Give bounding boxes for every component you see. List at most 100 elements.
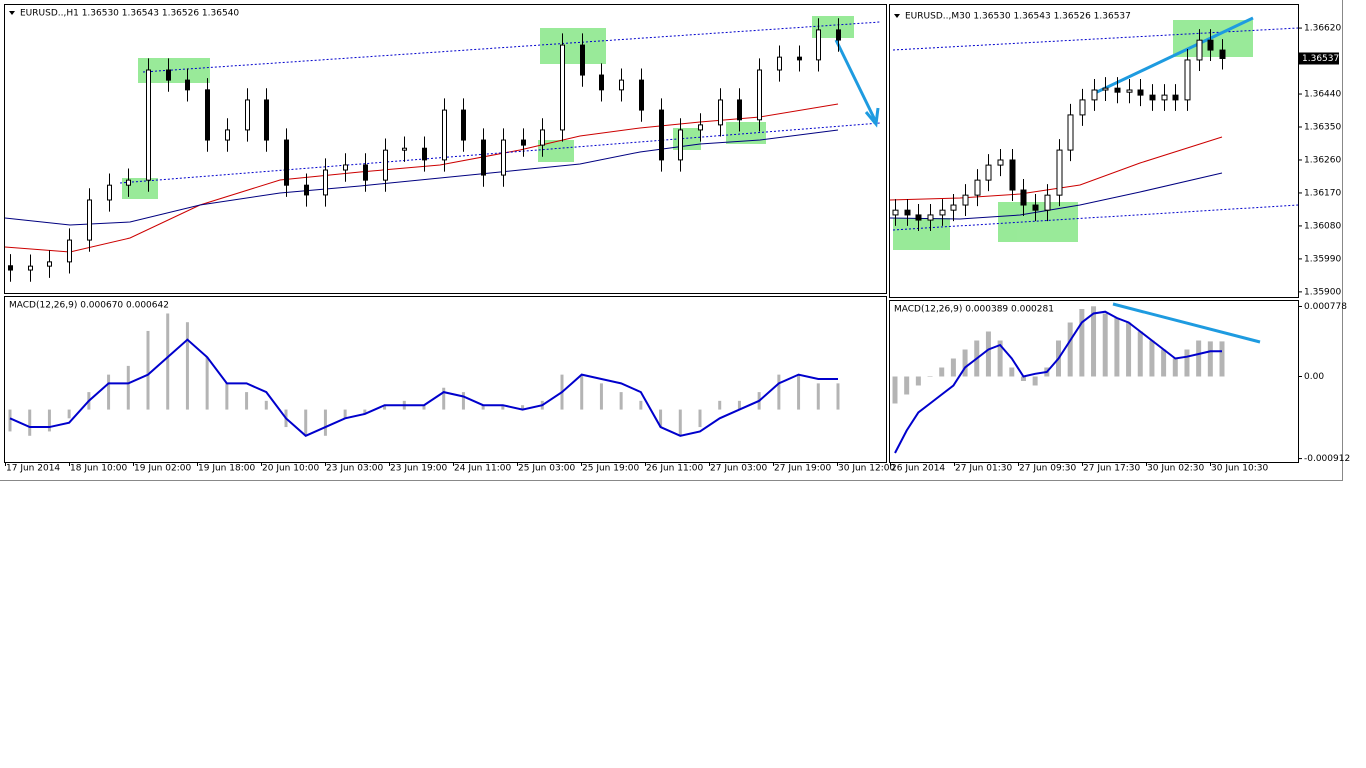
zone	[726, 122, 766, 144]
histogram-bar	[962, 349, 968, 377]
y-tick-label: 1.35990	[1304, 254, 1341, 264]
candle-body	[836, 29, 841, 41]
y-tick-label: 1.35900	[1304, 287, 1341, 297]
histogram-bar	[442, 387, 446, 410]
y-tick-label: 1.36260	[1304, 155, 1341, 165]
ma-red	[889, 136, 1223, 201]
macd-title: MACD(12,26,9) 0.000389 0.000281	[894, 305, 1054, 315]
y-tick-label: -0.000912	[1304, 454, 1350, 464]
signal-line	[894, 310, 1222, 454]
candle-body	[757, 69, 762, 121]
menu-arrow	[9, 11, 15, 15]
histogram-bar	[1126, 322, 1132, 377]
candle-body	[619, 79, 624, 91]
candle-body	[28, 265, 33, 271]
histogram-bar	[580, 374, 584, 410]
histogram-bar	[904, 376, 910, 395]
candle-body	[87, 199, 92, 241]
candle-body	[1126, 89, 1133, 93]
y-tick-label: 1.36620	[1304, 24, 1341, 34]
candle-body	[1067, 114, 1074, 151]
histogram-bar	[28, 409, 32, 436]
candle-body	[659, 109, 664, 161]
macd-title: MACD(12,26,9) 0.000670 0.000642	[9, 301, 169, 311]
x-tick-label: 19 Jun 02:00	[134, 464, 191, 474]
histogram-bar	[205, 357, 209, 410]
trend-line	[142, 21, 881, 73]
candle-body	[107, 184, 112, 201]
y-tick-label: 1.36080	[1304, 221, 1341, 231]
histogram-bar	[777, 374, 781, 410]
candle-body	[1091, 89, 1098, 101]
divergence-line	[1112, 302, 1261, 344]
candle-body	[1032, 204, 1039, 211]
histogram-bar	[166, 313, 170, 410]
histogram-bar	[950, 358, 956, 377]
histogram-bar	[304, 409, 308, 436]
candle-body	[481, 139, 486, 176]
x-tick-label: 25 Jun 03:00	[518, 464, 575, 474]
candle-body	[816, 29, 821, 61]
x-tick-label: 27 Jun 03:00	[710, 464, 767, 474]
histogram-bar	[67, 409, 71, 419]
x-tick-label: 20 Jun 10:00	[262, 464, 319, 474]
candle-body	[797, 56, 802, 61]
price-marker	[1299, 52, 1339, 65]
candle-body	[540, 129, 545, 146]
zone	[812, 16, 854, 38]
candle-body	[1102, 87, 1109, 91]
histogram-bar	[1207, 341, 1213, 377]
histogram-bar	[47, 409, 51, 432]
candle-body	[205, 89, 210, 141]
y-tick-label: 0.000778	[1304, 302, 1347, 312]
trend-lines	[119, 21, 1299, 231]
histogram-bar	[501, 405, 505, 410]
histogram-bar	[343, 409, 347, 419]
histogram-bar	[915, 376, 921, 386]
x-tick-label: 26 Jun 11:00	[646, 464, 703, 474]
histogram-bar	[737, 400, 741, 410]
candle-body	[915, 214, 922, 221]
trend-line	[119, 122, 881, 184]
histogram-bar	[107, 374, 111, 410]
candle-body	[974, 179, 981, 196]
zone	[893, 218, 950, 250]
candle-body	[343, 164, 348, 171]
histogram-bar	[698, 409, 702, 428]
y-tick-label: 1.36350	[1304, 123, 1341, 133]
candle-body	[501, 139, 506, 176]
candle-body	[1044, 194, 1051, 211]
x-tick-label: 30 Jun 02:30	[1147, 464, 1204, 474]
x-tick-label: 27 Jun 01:30	[955, 464, 1012, 474]
candle-body	[1020, 189, 1027, 206]
candle-body	[927, 214, 934, 221]
histogram-bar	[1184, 349, 1190, 377]
candle-body	[1184, 59, 1191, 101]
candle-body	[461, 109, 466, 141]
x-tick-label: 30 Jun 12:00	[838, 464, 895, 474]
x-tick-label: 30 Jun 10:30	[1211, 464, 1268, 474]
y-tick-label: 1.36440	[1304, 90, 1341, 100]
histogram-bar	[126, 365, 130, 410]
histogram-bar	[797, 374, 801, 410]
x-tick-label: 24 Jun 11:00	[454, 464, 511, 474]
arrow-head	[864, 107, 880, 128]
candle-body	[383, 149, 388, 181]
x-tick-label: 27 Jun 17:30	[1083, 464, 1140, 474]
candle-body	[225, 129, 230, 141]
candle-body	[718, 99, 723, 126]
histogram-bar	[1161, 349, 1167, 377]
candle-body	[323, 169, 328, 196]
candle-body	[146, 69, 151, 181]
histogram-bar	[323, 409, 327, 436]
histogram-bar	[1067, 322, 1073, 377]
histogram-bar	[225, 383, 229, 410]
candle-body	[1056, 149, 1063, 196]
candle-body	[1219, 49, 1226, 59]
histogram-bar	[146, 330, 150, 410]
chart-title: EURUSD..,M30 1.36530 1.36543 1.36526 1.3…	[905, 12, 1131, 22]
zone	[540, 28, 606, 64]
histogram-bar	[985, 331, 991, 377]
histogram-bar	[1149, 340, 1155, 377]
